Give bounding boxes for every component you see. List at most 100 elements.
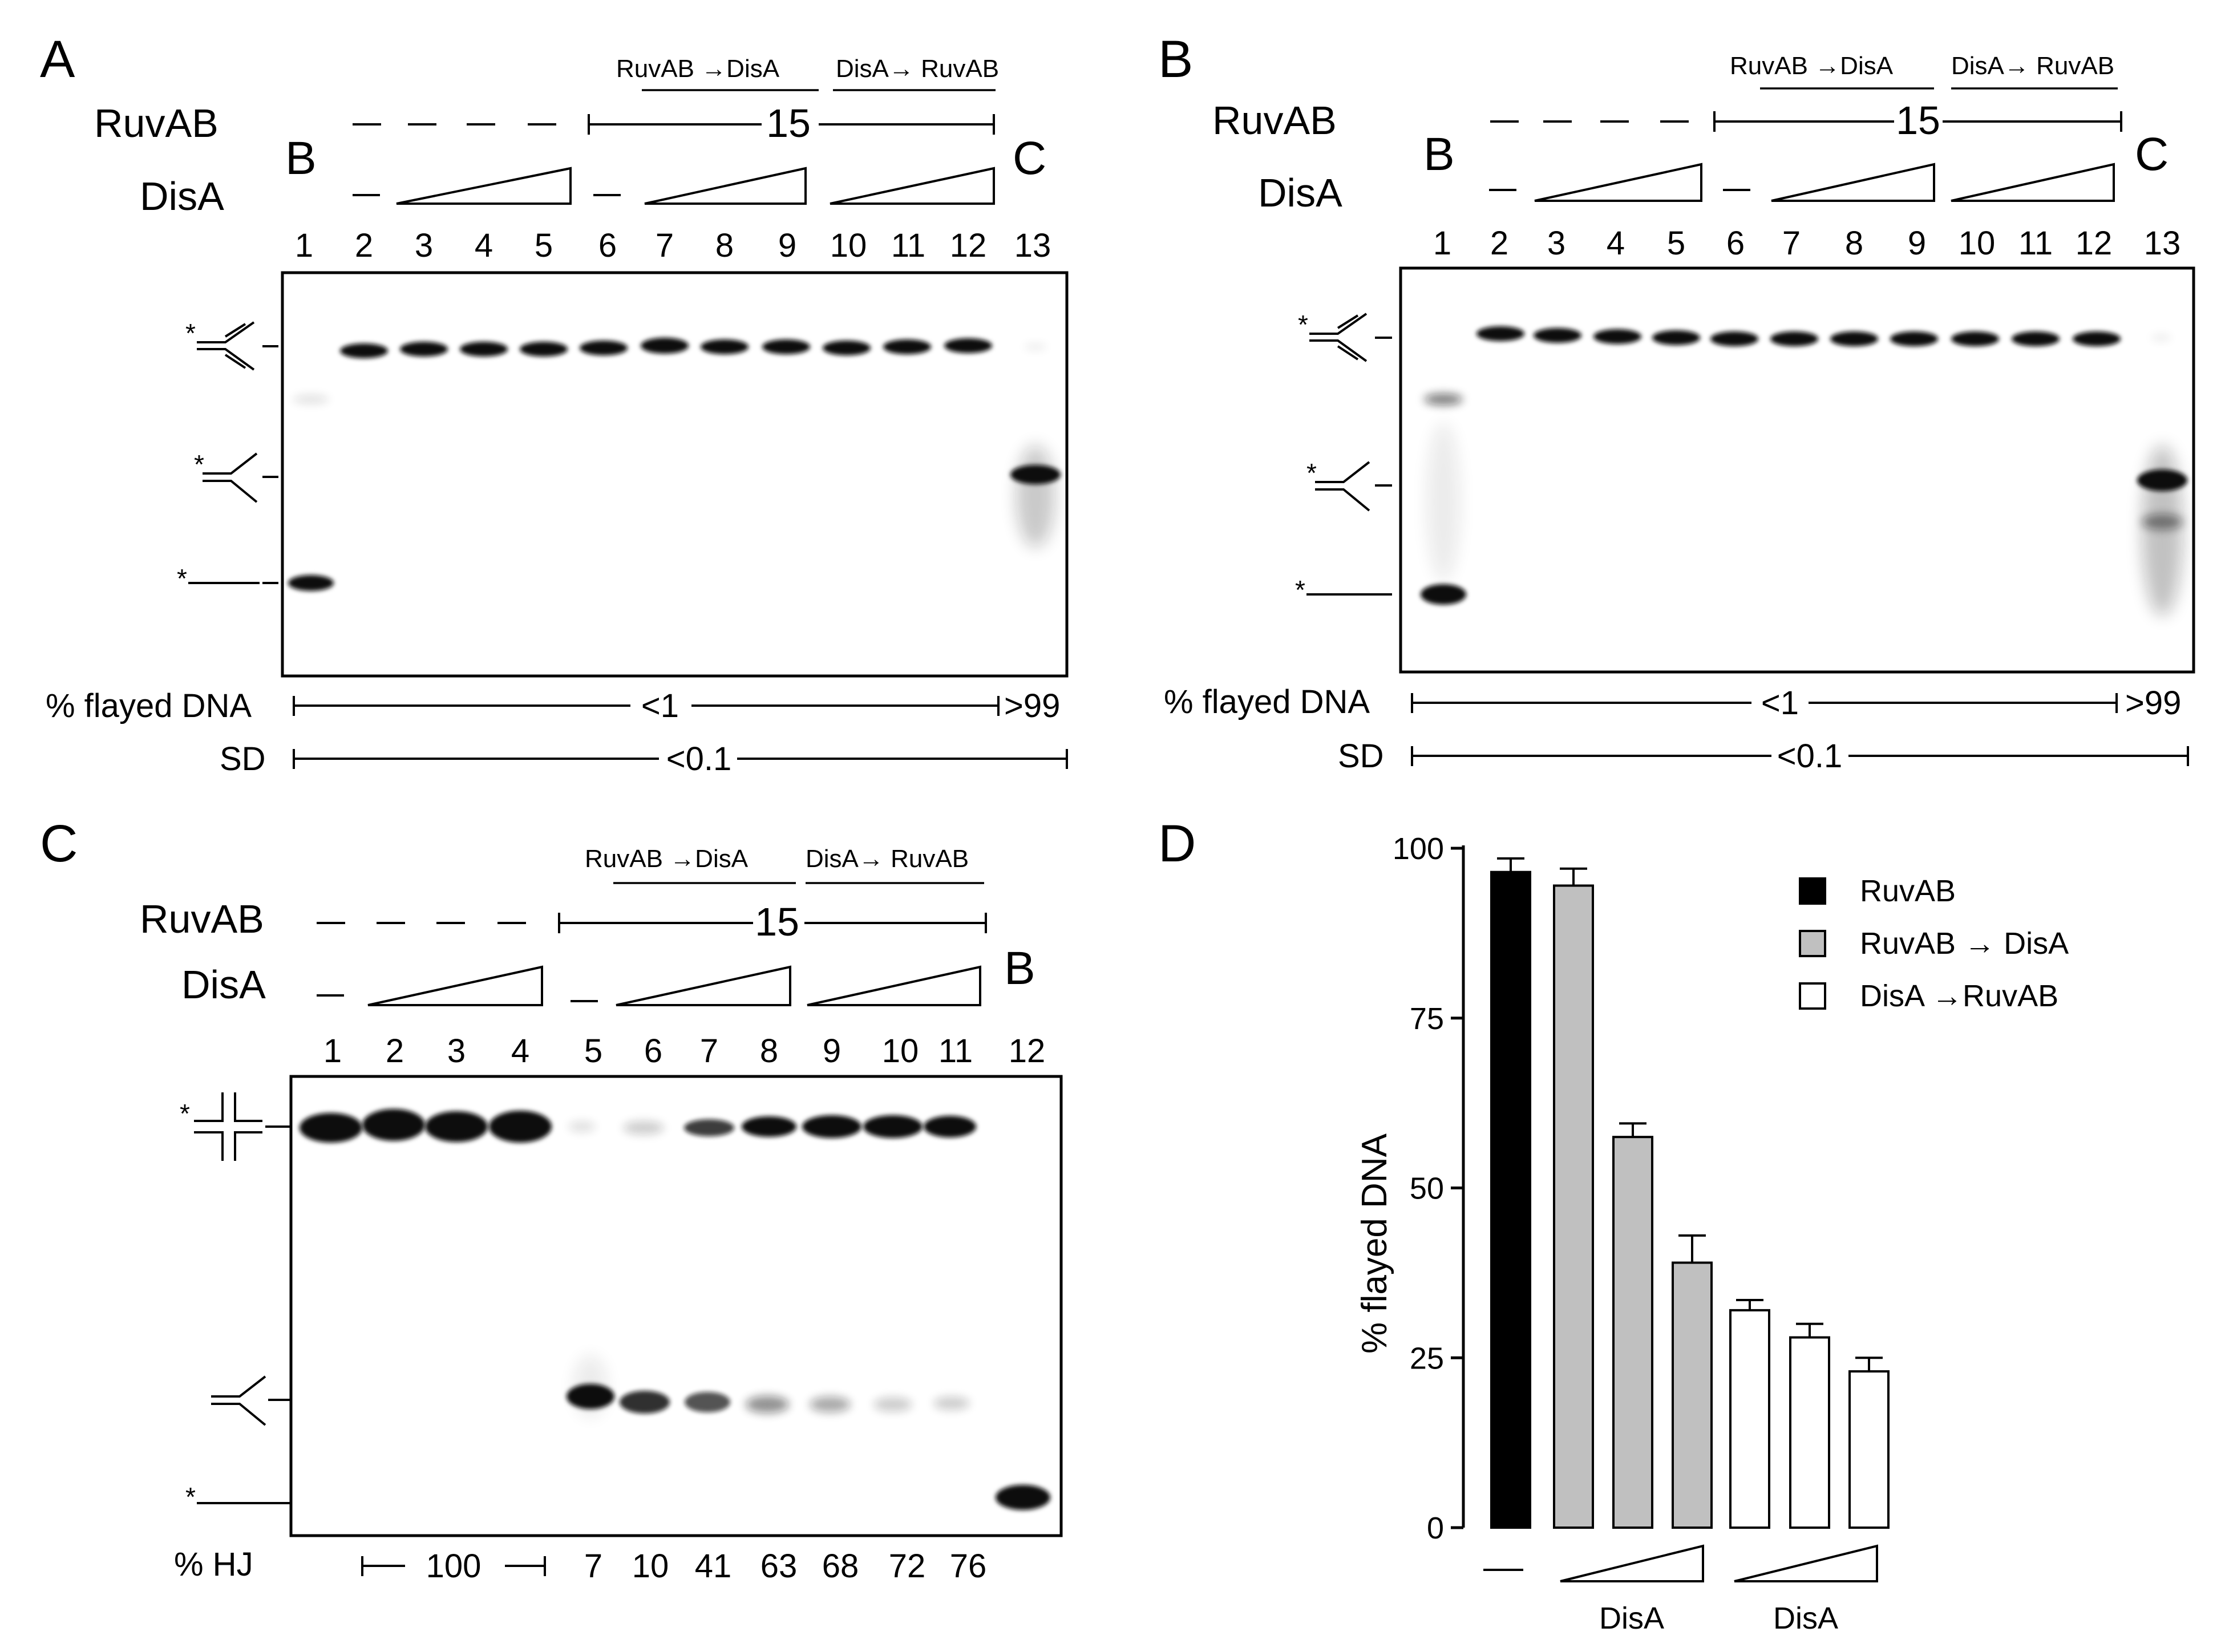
gel-band [863, 1115, 923, 1138]
chart-bar [1848, 1370, 1890, 1529]
chart-legend: RuvAB RuvAB → DisA DisA →RuvAB [1799, 874, 2069, 1013]
panel-a-sd-value: <0.1 [666, 740, 732, 778]
lane-number: 7 [1782, 225, 1801, 262]
panel-a-gel [281, 271, 1069, 678]
panel-c-hj-label: % HJ [174, 1546, 253, 1583]
chart-bar [1612, 1136, 1653, 1529]
gel-band [1652, 330, 1700, 345]
panel-a-letter: A [40, 30, 75, 88]
legend-swatch [1799, 877, 1826, 905]
panel-b-order-ruvab-disa: RuvAB →DisA [1730, 52, 1894, 80]
lane-number: 2 [355, 227, 373, 264]
panel-c-disa-label: DisA [181, 962, 266, 1007]
panel-b-ruvab-time: 15 [1896, 98, 1940, 143]
gel-band [1890, 331, 1938, 346]
svg-text:*: * [177, 564, 187, 593]
gel-band [489, 1111, 552, 1143]
y-tick-label: 100 [1393, 832, 1444, 866]
hj-value: 72 [889, 1548, 926, 1585]
panel-c-ssdna-marker: * [185, 1482, 291, 1512]
panel-c-gel-bands [300, 1109, 1050, 1510]
panel-a-gel-bands [288, 338, 1061, 591]
panel-b-left-control: B [1423, 128, 1455, 180]
gel-band [883, 339, 931, 354]
gel-band [944, 338, 992, 353]
panel-a-disa-wedge-1 [396, 167, 572, 205]
panel-b-quant-value: <1 [1761, 685, 1799, 722]
panel-b-fork-marker: * [1306, 458, 1392, 512]
hj-value: 76 [950, 1548, 987, 1585]
panel-b-gel [1399, 266, 2195, 674]
lane-number: 6 [1726, 225, 1745, 262]
panel-c-disa-wedge-3 [807, 965, 981, 1006]
lane-number: 9 [778, 227, 796, 264]
panel-a-disa-label: DisA [140, 174, 224, 218]
gel-band [293, 395, 329, 404]
lane-number: 1 [1433, 225, 1451, 262]
panel-d: D % flayed DNA 0 25 50 75 100 RuvAB RuvAB → D… [1158, 815, 2069, 1635]
gel-band [1951, 331, 1999, 346]
panel-b-quant-lane13: >99 [2125, 685, 2181, 722]
gel-band [340, 343, 388, 358]
gel-band [620, 1391, 670, 1414]
gel-band [933, 1396, 970, 1410]
gel-band [2012, 331, 2060, 346]
hj-value: 63 [760, 1548, 798, 1585]
lane-number: 4 [1607, 225, 1625, 262]
legend-swatch [1799, 982, 1826, 1010]
svg-text:*: * [1298, 310, 1308, 339]
gel-band [1476, 326, 1524, 341]
lane-number: 3 [447, 1032, 466, 1070]
lane-number: 8 [715, 227, 734, 264]
lane-number: 7 [656, 227, 674, 264]
panel-c-order-ruvab-disa: RuvAB →DisA [585, 845, 749, 873]
panel-a-ruvab-bracket [588, 114, 995, 135]
panel-b-sd-bracket [1411, 746, 2189, 766]
panel-c-ruvab-bracket [558, 913, 987, 933]
panel-b-disa-wedge-2 [1771, 163, 1935, 202]
lane-number: 5 [584, 1032, 602, 1070]
gel-band [1016, 445, 1055, 548]
panel-a-ruvab-label: RuvAB [94, 101, 219, 145]
legend-label: DisA →RuvAB [1860, 979, 2058, 1013]
panel-a-order-ruvab-disa: RuvAB →DisA [616, 55, 780, 83]
lane-number: 4 [511, 1032, 529, 1070]
panel-a-quant-label: % flayed DNA [46, 687, 252, 724]
lane-number: 3 [1547, 225, 1565, 262]
lane-number: 11 [938, 1032, 973, 1070]
gel-band [685, 1392, 730, 1412]
panel-a-quant-lane13: >99 [1004, 687, 1060, 724]
lane-number: 12 [950, 227, 987, 264]
panel-b-quant-bracket [1411, 693, 2118, 713]
gel-band [1770, 331, 1818, 346]
gel-band [520, 342, 568, 357]
lane-number: 7 [700, 1032, 718, 1070]
lane-number: 9 [1908, 225, 1926, 262]
lane-number: 2 [386, 1032, 404, 1070]
gel-band [701, 339, 749, 354]
panel-a-fork-marker: * [194, 450, 278, 503]
panel-d-letter: D [1158, 815, 1196, 873]
hj-value: 7 [584, 1548, 602, 1585]
lane-number: 13 [2144, 225, 2181, 262]
panel-c-gel [289, 1075, 1063, 1537]
panel-b-sd-label: SD [1338, 738, 1384, 775]
gel-band [567, 1384, 614, 1409]
gel-band [1424, 394, 1463, 405]
panel-a-right-control: C [1013, 132, 1046, 184]
chart-bar [1789, 1336, 1830, 1529]
panel-a-quant-bracket [293, 696, 1000, 716]
gel-band [425, 1111, 488, 1142]
panel-c-ruvab-label: RuvAB [140, 897, 264, 941]
lane-number: 6 [644, 1032, 662, 1070]
gel-band [1421, 584, 1466, 605]
panel-c-right-control: B [1004, 942, 1035, 994]
gel-band [300, 1113, 362, 1143]
panel-d-disa-wedge-1 [1560, 1544, 1704, 1582]
panel-a-sd-label: SD [220, 740, 266, 778]
hj-value: 41 [695, 1548, 732, 1585]
hj-value: 68 [822, 1548, 859, 1585]
gel-band [400, 342, 448, 357]
gel-band [1593, 329, 1641, 344]
